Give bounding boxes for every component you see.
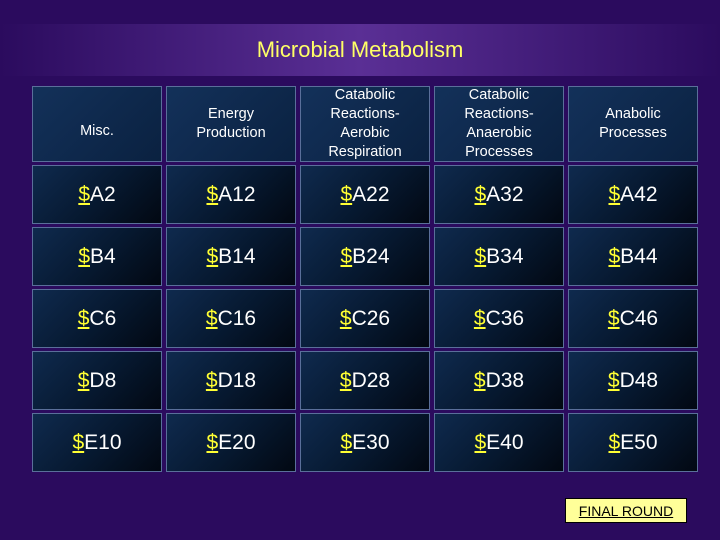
- question-tile-a12[interactable]: $ A12: [166, 165, 296, 224]
- question-tile-a42[interactable]: $ A42: [568, 165, 698, 224]
- question-tile-d28[interactable]: $ D28: [300, 351, 430, 410]
- dollar-sign: $: [206, 244, 219, 268]
- question-tile-b24[interactable]: $ B24: [300, 227, 430, 286]
- tile-label: E50: [620, 430, 658, 454]
- question-tile-e10[interactable]: $ E10: [32, 413, 162, 472]
- title-bar: [0, 24, 720, 76]
- question-tile-e50[interactable]: $ E50: [568, 413, 698, 472]
- category-header-label: Catabolic Reactions-Aerobic Respiration: [328, 87, 402, 160]
- tile-label: A42: [620, 182, 658, 206]
- question-tile-a2[interactable]: $ A2: [32, 165, 162, 224]
- question-tile-c26[interactable]: $ C26: [300, 289, 430, 348]
- tile-label: C6: [89, 306, 117, 330]
- dollar-sign: $: [473, 306, 486, 330]
- dollar-sign: $: [206, 430, 219, 454]
- tile-label: D8: [89, 368, 117, 392]
- dollar-sign: $: [339, 306, 352, 330]
- tile-label: C46: [619, 306, 659, 330]
- dollar-sign: $: [474, 182, 487, 206]
- category-header-label: Anabolic Processes: [599, 106, 667, 141]
- dollar-sign: $: [608, 430, 621, 454]
- dollar-sign: $: [474, 430, 487, 454]
- tile-label: C16: [217, 306, 257, 330]
- dollar-sign: $: [608, 244, 621, 268]
- tile-label: D38: [485, 368, 525, 392]
- dollar-sign: $: [340, 182, 353, 206]
- tile-label: D18: [217, 368, 257, 392]
- tile-label: E20: [218, 430, 256, 454]
- dollar-sign: $: [474, 244, 487, 268]
- dollar-sign: $: [340, 430, 353, 454]
- dollar-sign: $: [77, 368, 90, 392]
- dollar-sign: $: [205, 368, 218, 392]
- question-tile-d48[interactable]: $ D48: [568, 351, 698, 410]
- tile-label: E10: [84, 430, 122, 454]
- question-tile-e40[interactable]: $ E40: [434, 413, 564, 472]
- question-tile-c46[interactable]: $ C46: [568, 289, 698, 348]
- dollar-sign: $: [72, 430, 85, 454]
- category-header-misc: Misc.: [32, 86, 162, 162]
- question-tile-d18[interactable]: $ D18: [166, 351, 296, 410]
- tile-label: A2: [90, 182, 116, 206]
- question-tile-a32[interactable]: $ A32: [434, 165, 564, 224]
- question-tile-c36[interactable]: $ C36: [434, 289, 564, 348]
- tile-label: A32: [486, 182, 524, 206]
- question-tile-d38[interactable]: $ D38: [434, 351, 564, 410]
- tile-label: C26: [351, 306, 391, 330]
- question-tile-b4[interactable]: $ B4: [32, 227, 162, 286]
- tile-label: B24: [352, 244, 390, 268]
- tile-label: B34: [486, 244, 524, 268]
- dollar-sign: $: [607, 368, 620, 392]
- category-header-catabolic-anaerobic: Catabolic Reactions-Anaerobic Processes: [434, 86, 564, 162]
- tile-label: E40: [486, 430, 524, 454]
- category-header-anabolic: Anabolic Processes: [568, 86, 698, 162]
- dollar-sign: $: [340, 244, 353, 268]
- tile-label: D48: [619, 368, 659, 392]
- question-tile-e30[interactable]: $ E30: [300, 413, 430, 472]
- category-header-energy-production: Energy Production: [166, 86, 296, 162]
- question-tile-a22[interactable]: $ A22: [300, 165, 430, 224]
- question-tile-b14[interactable]: $ B14: [166, 227, 296, 286]
- dollar-sign: $: [77, 306, 90, 330]
- question-tile-d8[interactable]: $ D8: [32, 351, 162, 410]
- tile-label: A22: [352, 182, 390, 206]
- game-board: Misc. Energy Production Catabolic Reacti…: [32, 86, 698, 472]
- tile-label: C36: [485, 306, 525, 330]
- tile-label: D28: [351, 368, 391, 392]
- question-tile-b44[interactable]: $ B44: [568, 227, 698, 286]
- dollar-sign: $: [339, 368, 352, 392]
- category-header-label: Energy Production: [196, 106, 266, 141]
- question-tile-b34[interactable]: $ B34: [434, 227, 564, 286]
- dollar-sign: $: [205, 306, 218, 330]
- tile-label: E30: [352, 430, 390, 454]
- tile-label: B14: [218, 244, 256, 268]
- dollar-sign: $: [78, 244, 90, 268]
- page-title: Microbial Metabolism: [256, 37, 464, 62]
- tile-label: B4: [90, 244, 116, 268]
- category-header-label: Catabolic Reactions-Anaerobic Processes: [464, 87, 534, 160]
- dollar-sign: $: [78, 182, 90, 206]
- category-header-catabolic-aerobic: Catabolic Reactions-Aerobic Respiration: [300, 86, 430, 162]
- question-tile-e20[interactable]: $ E20: [166, 413, 296, 472]
- dollar-sign: $: [607, 306, 620, 330]
- tile-label: B44: [620, 244, 658, 268]
- question-tile-c6[interactable]: $ C6: [32, 289, 162, 348]
- question-tile-c16[interactable]: $ C16: [166, 289, 296, 348]
- dollar-sign: $: [473, 368, 486, 392]
- tile-label: A12: [218, 182, 256, 206]
- final-round-button[interactable]: FINAL ROUND: [565, 498, 687, 523]
- dollar-sign: $: [206, 182, 219, 206]
- dollar-sign: $: [608, 182, 621, 206]
